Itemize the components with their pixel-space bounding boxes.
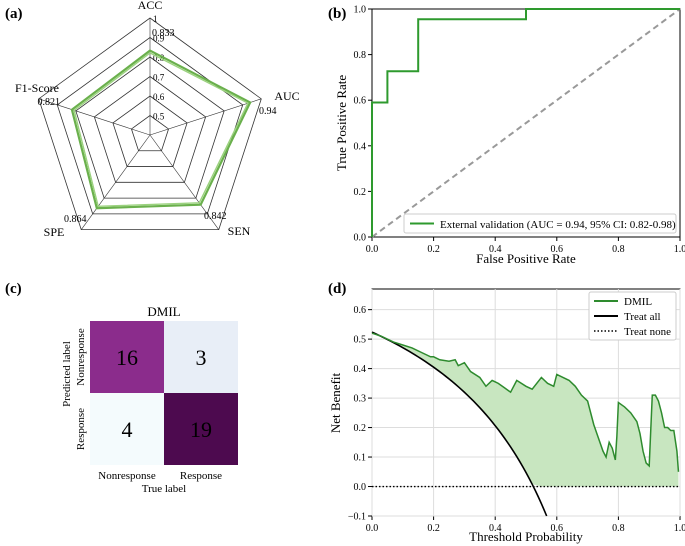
roc-ytick-label: 0.2 bbox=[354, 187, 367, 198]
roc-xtick-label: 0.4 bbox=[489, 244, 502, 255]
dca-ytick-label: 0.0 bbox=[354, 482, 367, 493]
cm-cell-0-1 bbox=[164, 321, 238, 393]
radar-ring-label: 0.6 bbox=[153, 92, 165, 102]
roc-xtick-label: 0.8 bbox=[612, 244, 625, 255]
radar-axis-label: ACC bbox=[138, 0, 163, 12]
roc-ytick-label: 1.0 bbox=[354, 5, 367, 16]
dca-xtick-label: 0.2 bbox=[427, 523, 440, 534]
dca-legend-box bbox=[588, 291, 677, 341]
dca-chart: 0.0 0.2 0.4 0.6 0.8 1.0−0.10.00.10.20.30.40.5… bbox=[328, 288, 685, 544]
roc-legend-label: External validation (AUC = 0.94, 95% CI:… bbox=[440, 219, 676, 231]
dca-xtick-label: 0.6 bbox=[551, 523, 564, 534]
dca-treat-all-line bbox=[371, 331, 548, 517]
radar-value-label: 0.833 bbox=[152, 28, 175, 39]
cm-value-0-1: 3 bbox=[196, 345, 207, 370]
cm-cell-0-0 bbox=[90, 321, 164, 393]
confusion-matrix: DMIL 16 3 4 19 Nonresponse Response True… bbox=[61, 304, 238, 495]
panel-label-d: (d) bbox=[328, 281, 346, 297]
cm-title: DMIL bbox=[147, 304, 180, 319]
cm-row-label-1: Response bbox=[75, 408, 87, 450]
dca-xlabel: Threshold Probability bbox=[469, 529, 583, 544]
radar-value-label: 0.94 bbox=[259, 106, 277, 117]
cm-value-1-0: 4 bbox=[122, 417, 133, 442]
cm-row-label-0: Nonresponse bbox=[75, 328, 87, 386]
radar-chart: 0.50.60.70.80.91ACCAUCSENSPEF1-Score0.83… bbox=[15, 0, 300, 239]
dca-ytick-label: 0.1 bbox=[354, 453, 367, 464]
roc-ylabel: True Positive Rate bbox=[334, 75, 349, 172]
radar-spoke bbox=[80, 134, 151, 230]
roc-ytick-label: 0.8 bbox=[354, 50, 367, 61]
cm-xlabel: True label bbox=[142, 483, 187, 495]
radar-ring-label: 0.7 bbox=[153, 73, 165, 83]
radar-axis-label: SPE bbox=[44, 225, 65, 239]
dca-model-line bbox=[371, 332, 680, 472]
roc-xtick-label: 0.2 bbox=[427, 244, 440, 255]
radar-series-outline bbox=[70, 49, 252, 210]
dca-ytick-label: 0.2 bbox=[354, 423, 367, 434]
dca-xtick-label: 0.4 bbox=[489, 523, 502, 534]
dca-ytick-label: −0.1 bbox=[348, 512, 366, 523]
roc-legend-box bbox=[403, 213, 677, 234]
cm-col-label-0: Nonresponse bbox=[98, 470, 156, 482]
radar-value-label: 0.842 bbox=[204, 211, 227, 222]
cm-cell-1-1 bbox=[164, 393, 238, 465]
radar-value-label: 0.821 bbox=[38, 97, 61, 108]
roc-curve bbox=[371, 8, 680, 237]
panel-label-a: (a) bbox=[5, 6, 23, 22]
cm-ylabel: Predicted label bbox=[61, 341, 73, 407]
panel-label-b: (b) bbox=[328, 6, 346, 22]
radar-ring bbox=[93, 76, 207, 183]
roc-xtick-label: 0.6 bbox=[551, 244, 564, 255]
roc-ytick-label: 0.0 bbox=[354, 233, 367, 244]
radar-value-label: 0.864 bbox=[64, 214, 87, 225]
dca-ytick-label: 0.4 bbox=[354, 364, 367, 375]
radar-ring bbox=[38, 17, 262, 231]
radar-axis-label: F1-Score bbox=[15, 81, 59, 95]
radar-spoke bbox=[149, 98, 262, 136]
dca-xtick-label: 1.0 bbox=[674, 523, 685, 534]
radar-series-inner bbox=[73, 52, 249, 208]
roc-reference-line bbox=[371, 8, 681, 238]
radar-axis-label: SEN bbox=[228, 224, 251, 238]
radar-ring bbox=[112, 95, 188, 167]
roc-ytick-label: 0.6 bbox=[354, 96, 367, 107]
dca-xtick-label: 0.8 bbox=[612, 523, 625, 534]
roc-xtick-label: 0.0 bbox=[366, 244, 379, 255]
dca-ylabel: Net Benefit bbox=[328, 372, 343, 433]
roc-xtick-label: 1.0 bbox=[674, 244, 685, 255]
dca-ytick-label: 0.3 bbox=[354, 394, 367, 405]
radar-ring-label: 0.5 bbox=[153, 112, 165, 122]
roc-ytick-label: 0.4 bbox=[354, 141, 367, 152]
dca-legend-model: DMIL bbox=[624, 296, 652, 308]
cm-cell-1-0 bbox=[90, 393, 164, 465]
radar-axis-label: AUC bbox=[274, 89, 299, 103]
radar-spoke bbox=[38, 98, 151, 136]
roc-chart: 0.0 0.2 0.4 0.6 0.8 1.0 0.0 0.2 0.4 0.6 0.8 1.0 Ext… bbox=[334, 5, 685, 267]
dca-xtick-label: 0.0 bbox=[366, 523, 379, 534]
cm-col-label-1: Response bbox=[180, 470, 222, 482]
dca-ytick-label: 0.6 bbox=[354, 305, 367, 316]
dca-legend-treat-none: Treat none bbox=[624, 326, 671, 338]
cm-value-1-1: 19 bbox=[190, 417, 212, 442]
radar-ring bbox=[75, 56, 225, 199]
dca-ytick-label: 0.5 bbox=[354, 335, 367, 346]
radar-ring-label: 0.9 bbox=[153, 34, 165, 44]
roc-legend: External validation (AUC = 0.94, 95% CI:… bbox=[403, 213, 677, 234]
radar-spoke bbox=[149, 134, 220, 230]
radar-ring bbox=[130, 115, 170, 152]
dca-legend: DMIL Treat all Treat none bbox=[588, 291, 677, 341]
radar-ring-label: 1 bbox=[153, 14, 158, 24]
panel-label-c: (c) bbox=[5, 281, 22, 297]
radar-ring bbox=[56, 37, 244, 215]
roc-xlabel: False Positive Rate bbox=[476, 251, 576, 266]
dca-legend-treat-all: Treat all bbox=[624, 311, 661, 323]
cm-value-0-0: 16 bbox=[116, 345, 138, 370]
